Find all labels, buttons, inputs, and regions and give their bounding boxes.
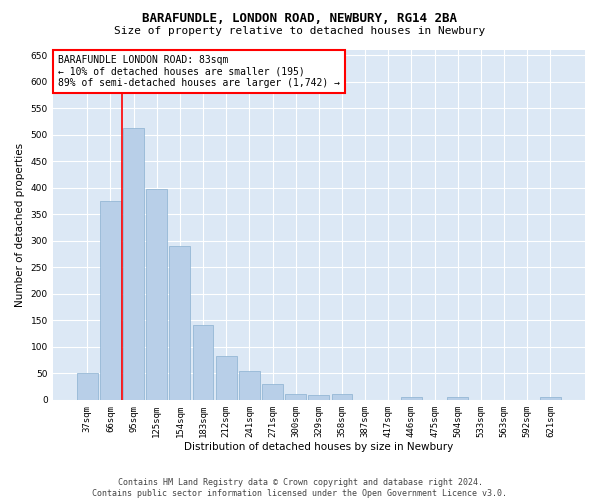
X-axis label: Distribution of detached houses by size in Newbury: Distribution of detached houses by size … (184, 442, 454, 452)
Text: BARAFUNDLE LONDON ROAD: 83sqm
← 10% of detached houses are smaller (195)
89% of : BARAFUNDLE LONDON ROAD: 83sqm ← 10% of d… (58, 55, 340, 88)
Text: Size of property relative to detached houses in Newbury: Size of property relative to detached ho… (115, 26, 485, 36)
Bar (262, 384, 283, 400)
Bar (401, 397, 422, 400)
Bar (216, 356, 236, 400)
Bar (448, 397, 468, 400)
Bar (308, 395, 329, 400)
Bar (540, 397, 561, 400)
Bar (77, 374, 98, 400)
Bar (285, 394, 306, 400)
Text: Contains HM Land Registry data © Crown copyright and database right 2024.
Contai: Contains HM Land Registry data © Crown c… (92, 478, 508, 498)
Bar (239, 371, 260, 400)
Bar (193, 324, 214, 400)
Bar (169, 246, 190, 400)
Bar (332, 394, 352, 400)
Bar (100, 201, 121, 400)
Text: BARAFUNDLE, LONDON ROAD, NEWBURY, RG14 2BA: BARAFUNDLE, LONDON ROAD, NEWBURY, RG14 2… (143, 12, 458, 26)
Y-axis label: Number of detached properties: Number of detached properties (15, 143, 25, 307)
Bar (123, 128, 144, 400)
Bar (146, 189, 167, 400)
